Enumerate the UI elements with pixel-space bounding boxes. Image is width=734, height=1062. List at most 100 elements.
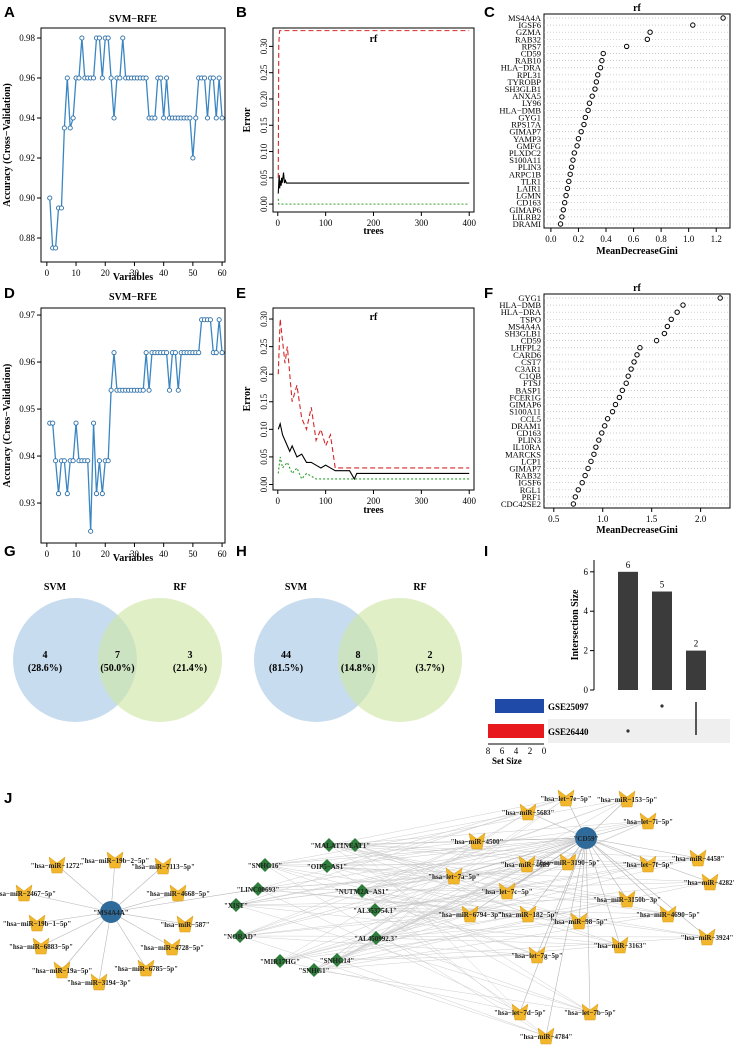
accuracy-point bbox=[152, 115, 158, 121]
network-edge bbox=[110, 911, 186, 925]
gini-point bbox=[616, 394, 623, 401]
network-edge bbox=[235, 875, 455, 906]
y-axis-label: Error bbox=[242, 107, 253, 132]
mirna-node bbox=[445, 867, 463, 885]
panel-letter-e: E bbox=[236, 285, 246, 302]
mirna-label: "hsa−miR−153−5p" bbox=[597, 796, 658, 804]
network-edge bbox=[354, 844, 508, 892]
gini-variable-label: C3AR1 bbox=[515, 364, 541, 374]
venn-set-label-rf: RF bbox=[173, 582, 186, 593]
network-edge bbox=[110, 892, 179, 913]
lncrna-label: "SNHG16" bbox=[248, 862, 283, 870]
mirna-node bbox=[618, 790, 636, 808]
network-edge bbox=[585, 837, 649, 865]
chart-f-gini: rf GYG1HLA−DMBHLA−DRATSPOMS4A4ASH3GLB1CD5… bbox=[499, 283, 731, 536]
gini-variable-label: GIMAP7 bbox=[509, 463, 541, 473]
network-edge bbox=[361, 798, 628, 892]
network-edge bbox=[264, 864, 538, 956]
mirna-label: "hsa−let−7e−5p" bbox=[540, 795, 591, 803]
upset-set-name: GSE26440 bbox=[548, 727, 589, 737]
mirna-label: "hsa−miR−4282" bbox=[684, 879, 734, 887]
gini-point bbox=[575, 487, 581, 493]
gini-variable-label: HLA−DRA bbox=[501, 307, 542, 317]
gini-variable-label: LILRB2 bbox=[512, 212, 541, 222]
lncrna-label: "SNHG14" bbox=[320, 957, 355, 965]
network-edge bbox=[313, 837, 587, 971]
gini-point bbox=[563, 192, 569, 199]
accuracy-point bbox=[111, 115, 117, 121]
x-tick-label: 0 bbox=[45, 549, 50, 559]
network-edge bbox=[361, 890, 471, 915]
mirna-label: "hsa−miR−587" bbox=[160, 921, 209, 929]
network-edge bbox=[110, 911, 147, 969]
mirna-label: "hsa−let−7b−5p" bbox=[564, 1009, 616, 1017]
y-tick-label: 0.30 bbox=[259, 311, 269, 327]
network-edge bbox=[257, 837, 587, 890]
mirna-node bbox=[32, 937, 50, 955]
upset-setsize-tick: 4 bbox=[514, 746, 519, 756]
venn-set-label-svm: SVM bbox=[44, 582, 67, 593]
gini-point bbox=[631, 359, 637, 365]
network-edge bbox=[469, 837, 587, 915]
panel-letter-g: G bbox=[4, 543, 16, 560]
network-edge bbox=[313, 898, 628, 971]
accuracy-point bbox=[99, 491, 105, 497]
gini-variable-label: CD163 bbox=[516, 428, 541, 438]
mirna-label: "hsa−miR−4690−5p" bbox=[636, 911, 700, 919]
x-tick-label: 400 bbox=[462, 218, 476, 228]
x-tick-label: 300 bbox=[415, 218, 429, 228]
upset-setsize-tick: 0 bbox=[542, 746, 547, 756]
accuracy-point bbox=[111, 350, 117, 356]
x-tick-label: 60 bbox=[218, 268, 228, 278]
y-tick-label: 0.00 bbox=[259, 196, 269, 212]
accuracy-point bbox=[53, 458, 59, 464]
lncrna-node bbox=[330, 953, 344, 967]
hub-gene-node bbox=[575, 827, 597, 849]
upset-bar-label: 2 bbox=[694, 639, 699, 649]
gini-variable-label: FCER1G bbox=[509, 392, 541, 402]
accuracy-point bbox=[58, 205, 64, 211]
accuracy-point bbox=[120, 35, 126, 41]
panel-letter-b: B bbox=[236, 4, 247, 21]
lncrna-label: "NORAD" bbox=[223, 933, 257, 941]
x-tick-label: 1.2 bbox=[711, 234, 722, 244]
gini-variable-label: IL10RA bbox=[513, 442, 542, 452]
network-edge bbox=[264, 837, 587, 866]
lncrna-node bbox=[258, 858, 272, 872]
x-tick-label: 20 bbox=[101, 268, 111, 278]
network-edge bbox=[313, 944, 621, 971]
gini-point bbox=[720, 15, 726, 21]
mirna-node bbox=[611, 936, 629, 954]
upset-bar-label: 5 bbox=[660, 580, 665, 590]
upset-y-tick-label: 6 bbox=[584, 567, 589, 577]
accuracy-point bbox=[213, 350, 219, 356]
gini-variable-label: RPL31 bbox=[517, 70, 541, 80]
x-tick-label: 50 bbox=[188, 268, 198, 278]
network-edge bbox=[61, 911, 112, 971]
lncrna-label: "NEAT1" bbox=[340, 842, 370, 850]
lncrna-node bbox=[368, 903, 382, 917]
network-edge bbox=[239, 935, 708, 938]
upset-dot bbox=[626, 729, 630, 733]
gini-point bbox=[572, 494, 579, 500]
accuracy-point bbox=[108, 387, 114, 393]
x-tick-label: 0.4 bbox=[600, 234, 612, 244]
gini-point bbox=[574, 143, 580, 149]
gini-point bbox=[690, 22, 696, 28]
plot-frame-C bbox=[543, 13, 731, 229]
gini-variable-label: TYROBP bbox=[507, 77, 541, 87]
gini-variable-label: S100A11 bbox=[509, 155, 541, 165]
x-axis-label: MeanDecreaseGini bbox=[596, 525, 678, 536]
gini-variable-label: PRF1 bbox=[522, 492, 541, 502]
venn-region-count: 7 bbox=[115, 650, 120, 661]
network-edge bbox=[336, 913, 471, 961]
venn-circle-svm bbox=[13, 598, 137, 722]
mirna-node bbox=[154, 857, 172, 875]
mirna-label: "hsa−miR−4458" bbox=[672, 855, 725, 863]
gini-point bbox=[567, 171, 573, 177]
accuracy-point bbox=[61, 125, 67, 131]
gini-point bbox=[601, 423, 608, 429]
x-tick-label: 0.0 bbox=[545, 234, 557, 244]
network-edge bbox=[239, 935, 547, 1037]
accuracy-point bbox=[219, 115, 225, 121]
